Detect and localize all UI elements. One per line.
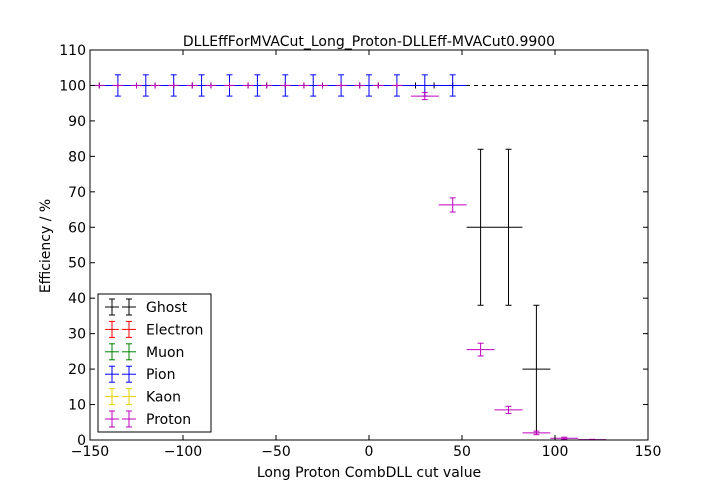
x-tick-label: −100 [164,444,202,460]
legend: Ghost Electron Muon Pion Kaon Proton [97,293,212,433]
legend-label: Muon [146,345,184,361]
legend-item-pion: Pion [105,365,175,383]
x-tick-label: 50 [453,444,471,460]
data-point [494,148,523,306]
y-axis-label: Efficiency / % [38,199,54,293]
plot-area [90,74,648,441]
y-tick-label: 10 [68,398,86,414]
data-point [112,82,124,89]
data-point [223,82,236,89]
y-tick-label: 30 [68,327,86,343]
data-point [438,74,467,97]
data-point [335,82,347,89]
legend-label: Electron [146,322,203,338]
x-tick-label: −50 [261,444,291,460]
y-tick-label: 40 [68,291,86,307]
x-axis-label: Long Proton CombDLL cut value [257,465,481,481]
x-tick-label: −150 [71,444,109,460]
legend-box [97,293,212,433]
legend-label: Kaon [146,390,181,406]
legend-item-ghost: Ghost [105,298,188,316]
data-point [391,82,403,89]
y-tick-label: 0 [77,433,86,449]
data-point [242,82,254,89]
legend-item-electron: Electron [105,320,203,338]
y-tick-label: 90 [68,114,86,130]
data-point [298,82,310,89]
data-point [186,82,198,89]
y-tick-label: 100 [59,78,86,94]
legend-item-muon: Muon [105,343,184,361]
data-point [149,82,161,89]
data-point [466,342,495,357]
data-point [261,82,273,89]
data-point [93,82,105,89]
axes: −150 −100 −50 0 50 100 150 0 10 20 30 40 50 60 70 80 90 1… [59,43,661,460]
y-tick-label: 70 [68,185,86,201]
data-point [168,82,180,89]
legend-item-kaon: Kaon [105,388,181,406]
data-point [279,82,291,89]
data-point [205,82,217,89]
x-tick-label: 0 [365,444,374,460]
data-point [410,92,439,101]
x-tick-label: 100 [542,444,569,460]
chart-title: DLLEffForMVACut_Long_Proton-DLLEff-MVACu… [183,34,555,50]
legend-label: Ghost [146,300,188,316]
x-tick-label: 150 [635,444,662,460]
data-point [466,148,495,306]
legend-item-proton: Proton [105,410,191,428]
y-tick-label: 60 [68,220,86,236]
data-point [316,82,329,89]
data-point [522,304,551,434]
data-point [438,197,467,213]
y-tick-label: 20 [68,362,86,378]
y-tick-label: 110 [59,43,86,59]
y-tick-label: 80 [68,149,86,165]
data-point [130,82,143,89]
data-point [372,82,384,89]
data-point [522,430,551,436]
legend-label: Proton [146,412,191,428]
legend-label: Pion [146,367,175,383]
y-tick-label: 50 [68,256,86,272]
data-point [494,405,523,414]
data-point [354,82,366,89]
